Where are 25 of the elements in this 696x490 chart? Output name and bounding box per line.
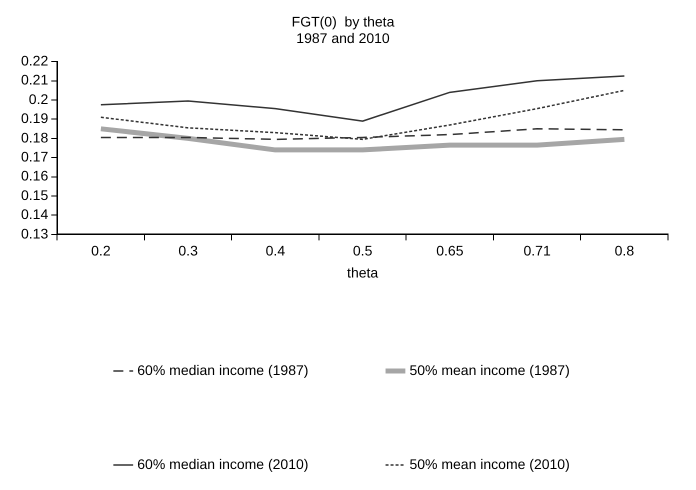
x-tick-label: 0.65 <box>436 242 464 259</box>
y-tick-label: 0.19 <box>21 110 48 126</box>
legend-label: 60% median income (1987) <box>137 362 308 378</box>
y-tick-label: 0.16 <box>21 168 48 184</box>
y-tick-label: 0.14 <box>21 206 48 222</box>
y-tick-label: 0.21 <box>21 72 48 88</box>
legend-label: 50% mean income (1987) <box>409 362 570 378</box>
x-tick-label: 0.4 <box>266 242 286 259</box>
y-tick-label: 0.17 <box>21 148 48 164</box>
legend-label: 60% median income (2010) <box>137 456 308 472</box>
x-tick-label: 0.8 <box>614 242 634 259</box>
chart-title: FGT(0) by theta <box>292 13 395 30</box>
x-tick-label: 0.71 <box>524 242 551 259</box>
y-tick-label: 0.15 <box>21 186 48 203</box>
y-tick-label: 0.13 <box>21 225 48 242</box>
x-axis-title: theta <box>347 264 378 280</box>
x-tick-label: 0.3 <box>178 242 198 259</box>
x-tick-label: 0.2 <box>91 242 111 259</box>
chart-subtitle: 1987 and 2010 <box>296 30 390 46</box>
y-tick-label: 0.22 <box>21 52 48 68</box>
legend-label: 50% mean income (2010) <box>409 456 570 472</box>
y-tick-label: 0.18 <box>21 129 48 146</box>
x-tick-label: 0.5 <box>352 242 373 259</box>
line-series <box>100 90 626 140</box>
y-tick-label: 0.2 <box>28 90 48 107</box>
